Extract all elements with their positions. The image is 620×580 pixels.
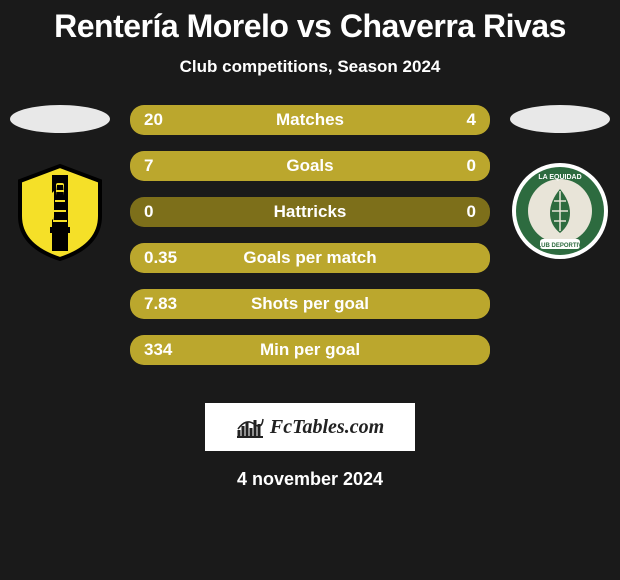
stat-value-right: 4 xyxy=(467,105,476,135)
stat-label: Hattricks xyxy=(130,197,490,227)
stat-label: Matches xyxy=(130,105,490,135)
player-right-avatar-placeholder xyxy=(510,105,610,133)
stat-row: Goals per match0.35 xyxy=(130,243,490,273)
shield-icon: LA EQUIDAD CLUB DEPORTIVO xyxy=(510,161,610,261)
stat-label: Goals xyxy=(130,151,490,181)
svg-text:LA EQUIDAD: LA EQUIDAD xyxy=(538,174,581,181)
stat-bars: Matches204Goals70Hattricks00Goals per ma… xyxy=(130,105,490,381)
footer-brand-badge: FcTables.com xyxy=(205,403,415,451)
stat-label: Goals per match xyxy=(130,243,490,273)
stat-row: Hattricks0 0 xyxy=(130,197,490,227)
comparison-infographic: Rentería Morelo vs Chaverra Rivas Club c… xyxy=(0,0,620,580)
footer-brand-text: FcTables.com xyxy=(270,416,384,439)
stat-row: Matches20 4 xyxy=(130,105,490,135)
club-badge-left xyxy=(10,161,110,261)
compare-area: LA EQUIDAD CLUB DEPORTIVO Matches20 4 Goal… xyxy=(0,105,620,385)
stat-row: Min per goal334 xyxy=(130,335,490,365)
bar-chart-icon xyxy=(236,416,264,438)
player-right-column: LA EQUIDAD CLUB DEPORTIVO xyxy=(500,105,620,261)
stat-value-left: 20 xyxy=(144,105,163,135)
stat-row: Goals7 0 xyxy=(130,151,490,181)
stat-row: Shots per goal7.83 xyxy=(130,289,490,319)
player-left-column xyxy=(0,105,120,261)
stat-value-left: 334 xyxy=(144,335,172,365)
svg-text:CLUB DEPORTIVO: CLUB DEPORTIVO xyxy=(533,243,587,249)
shield-icon xyxy=(10,161,110,261)
date-label: 4 november 2024 xyxy=(0,469,620,490)
stat-value-left: 0.35 xyxy=(144,243,177,273)
stat-value-right: 0 xyxy=(467,197,476,227)
page-title: Rentería Morelo vs Chaverra Rivas xyxy=(0,0,620,45)
stat-value-left: 7 xyxy=(144,151,153,181)
club-badge-right: LA EQUIDAD CLUB DEPORTIVO xyxy=(510,161,610,261)
page-subtitle: Club competitions, Season 2024 xyxy=(0,57,620,77)
stat-value-left: 7.83 xyxy=(144,289,177,319)
player-left-avatar-placeholder xyxy=(10,105,110,133)
stat-value-left: 0 xyxy=(144,197,153,227)
stat-value-right: 0 xyxy=(467,151,476,181)
stat-label: Min per goal xyxy=(130,335,490,365)
stat-label: Shots per goal xyxy=(130,289,490,319)
